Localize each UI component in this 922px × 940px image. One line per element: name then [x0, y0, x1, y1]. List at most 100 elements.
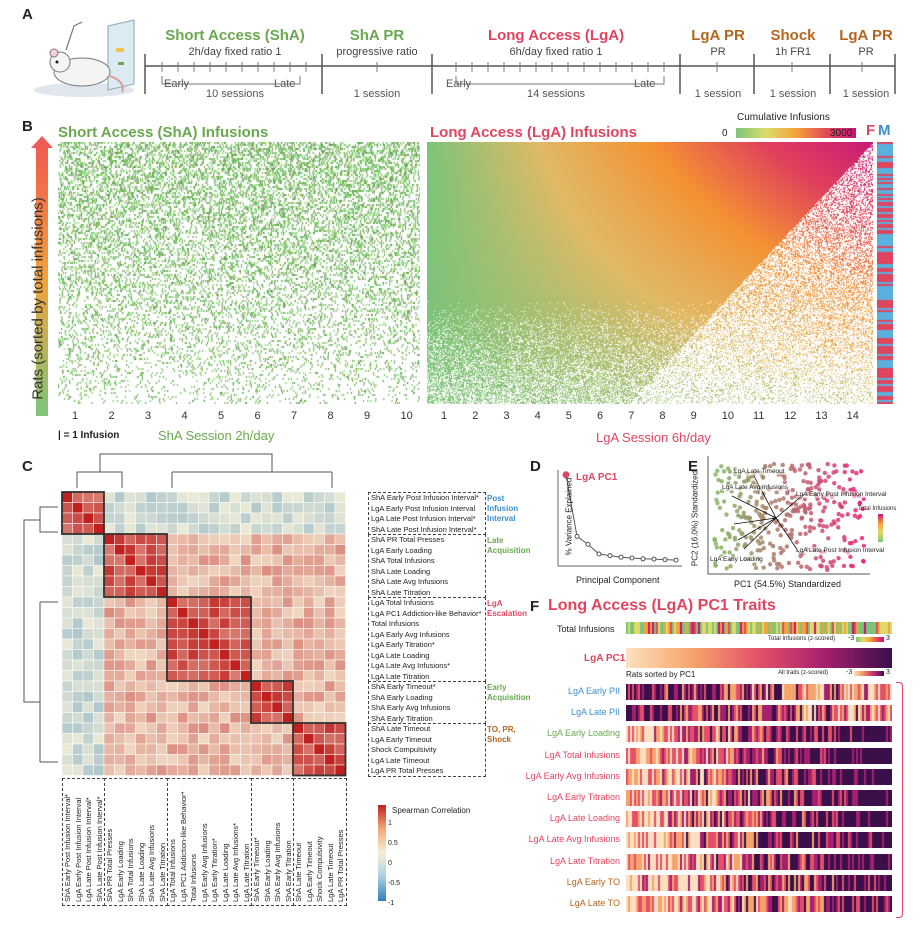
biplot-point — [825, 461, 830, 467]
heatmap-cell — [282, 617, 294, 629]
heatmap-cell — [292, 617, 304, 629]
biplot-point — [775, 527, 780, 532]
heatmap-cell — [187, 544, 199, 556]
heatmap-cell — [240, 575, 252, 587]
biplot-point — [818, 554, 823, 560]
heatmap-cell — [198, 596, 210, 608]
heatmap-cell — [103, 764, 115, 776]
biplot-point — [767, 541, 773, 546]
heatmap-cell — [177, 491, 189, 503]
biplot-point — [836, 555, 841, 561]
heatmap-cell — [313, 754, 325, 766]
heatmap-row-label: LgA Early Loading — [371, 545, 432, 555]
heatmap-cell — [250, 649, 262, 661]
heatmap-cell — [177, 586, 189, 598]
biplot-point — [762, 505, 768, 511]
heatmap-cell — [93, 659, 105, 671]
biplot-point — [807, 505, 813, 511]
heatmap-cell — [292, 533, 304, 545]
biplot-point — [758, 548, 763, 553]
heatmap-cell — [219, 565, 231, 577]
loading-vector — [733, 517, 777, 525]
heatmap-cell — [177, 617, 189, 629]
biplot-point — [713, 472, 718, 477]
heatmap-cell — [177, 533, 189, 545]
heatmap-cell — [229, 743, 241, 755]
heatmap-cell — [250, 596, 262, 608]
heatmap-cell — [250, 554, 262, 566]
heatmap-column-label: LgA Late Timeout — [325, 843, 335, 902]
heatmap-cell — [303, 596, 315, 608]
heatmap-cell — [219, 701, 231, 713]
heatmap-cell — [114, 649, 126, 661]
heatmap-cell — [292, 680, 304, 692]
heatmap-cell — [187, 754, 199, 766]
heatmap-cell — [219, 712, 231, 724]
heatmap-cell — [282, 754, 294, 766]
heatmap-cell — [156, 743, 168, 755]
heatmap-cell — [166, 712, 178, 724]
heatmap-cell — [282, 670, 294, 682]
total-scale-bar — [856, 637, 884, 642]
loading-vector — [737, 517, 777, 541]
biplot-point — [737, 528, 742, 533]
biplot-point — [808, 486, 814, 491]
phase-2-sessions: 14 sessions — [526, 88, 586, 100]
biplot-point — [789, 495, 795, 500]
biplot-point — [799, 463, 805, 468]
heatmap-cell — [124, 596, 136, 608]
heatmap-cell — [145, 565, 157, 577]
heatmap-cell — [229, 754, 241, 766]
heatmap-cell — [187, 502, 199, 514]
panel-d-label: D — [530, 458, 541, 475]
heatmap-cell — [114, 575, 126, 587]
heatmap-cell — [313, 722, 325, 734]
biplot-point — [717, 505, 723, 511]
heatmap-cell — [166, 754, 178, 766]
spearman-colorbar — [378, 805, 386, 901]
heatmap-cell — [103, 638, 115, 650]
trait-row-label: LgA Early Loading — [546, 728, 620, 739]
heatmap-cell — [313, 701, 325, 713]
heatmap-cell — [61, 586, 73, 598]
heatmap-cell — [72, 607, 84, 619]
heatmap-cell — [303, 533, 315, 545]
biplot-point — [728, 563, 733, 569]
heatmap-cell — [103, 680, 115, 692]
biplot-point — [766, 530, 771, 535]
heatmap-cell — [72, 523, 84, 535]
heatmap-cell — [324, 586, 336, 598]
biplot-point — [822, 505, 828, 510]
heatmap-cell — [334, 680, 346, 692]
biplot-point — [840, 513, 845, 518]
biplot-point — [741, 510, 746, 515]
heatmap-cell — [334, 733, 346, 745]
pc1-row-label: LgA PC1 — [584, 653, 626, 664]
heatmap-cell — [303, 502, 315, 514]
heatmap-cell — [93, 649, 105, 661]
heatmap-cell — [313, 733, 325, 745]
heatmap-cell — [177, 575, 189, 587]
heatmap-cell — [61, 764, 73, 776]
heatmap-cell — [124, 680, 136, 692]
heatmap-cell — [61, 491, 73, 503]
heatmap-cell — [72, 565, 84, 577]
phase-0-early: Early — [164, 78, 190, 90]
heatmap-cell — [145, 733, 157, 745]
scree-point — [618, 554, 624, 560]
heatmap-cell — [261, 554, 273, 566]
biplot-point — [761, 565, 766, 570]
heatmap-cell — [240, 649, 252, 661]
heatmap-cell — [114, 523, 126, 535]
biplot-legend-title: Total Infusions — [858, 506, 897, 512]
heatmap-cell — [166, 502, 178, 514]
heatmap-cell — [82, 544, 94, 556]
biplot-point — [834, 469, 839, 474]
scree-ylabel: % Variance Explained — [564, 477, 574, 556]
heatmap-cell — [303, 722, 315, 734]
heatmap-cell — [292, 638, 304, 650]
panel-c-label: C — [22, 458, 33, 475]
heatmap-cell — [313, 491, 325, 503]
biplot-point — [807, 524, 813, 530]
biplot-axes — [707, 456, 870, 575]
